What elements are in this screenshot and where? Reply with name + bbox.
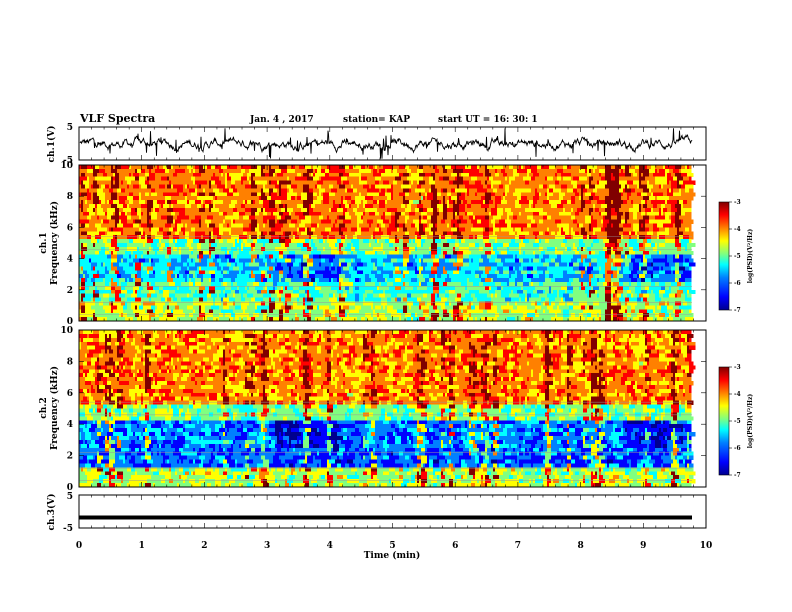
spec-ytick-label: 6 xyxy=(67,223,73,233)
spec-ytick-label: 10 xyxy=(60,161,73,171)
ch1-waveform-line xyxy=(79,128,693,159)
ch1-colorbar-label: log(PSD)(V²/Hz) xyxy=(747,229,754,284)
spec-ytick-label: 0 xyxy=(67,483,73,493)
ch1-colorbar: -3 -4 -5 -6 -7 log(PSD)(V²/Hz) xyxy=(718,199,754,314)
ch1-ytick-bottom: -5 xyxy=(63,156,73,166)
ch1-waveform-panel: 5 -5 ch.1(V) xyxy=(46,123,707,166)
ch2-spectrogram-heatmap xyxy=(79,330,696,488)
colorbar-tick-label: -5 xyxy=(734,418,741,425)
spec-ytick-label: 2 xyxy=(67,452,73,462)
colorbar-tick-label: -6 xyxy=(734,280,741,287)
spec-ytick-label: 0 xyxy=(67,317,73,327)
ch1-spectrogram-panel: 0 2 4 6 8 10 ch.1 Frequency (kHz) xyxy=(39,161,707,327)
x-tick-label: 9 xyxy=(640,541,646,551)
colorbar-tick-label: -7 xyxy=(734,472,741,479)
ch1-spec-ylabel-1: ch.1 xyxy=(39,232,49,253)
x-tick-label: 0 xyxy=(76,541,82,551)
x-tick-label: 3 xyxy=(264,541,270,551)
colorbar-tick-label: -4 xyxy=(734,226,741,233)
start-time-label: start UT = 16: 30: 1 xyxy=(438,115,538,125)
spec-ytick-label: 2 xyxy=(67,286,73,296)
x-tick-label: 10 xyxy=(700,541,713,551)
colorbar-tick-label: -3 xyxy=(734,364,741,371)
x-axis-label: Time (min) xyxy=(364,550,421,561)
station-label: station= KAP xyxy=(343,115,410,125)
ch3-ytick-top: 5 xyxy=(67,492,73,502)
date-label: Jan. 4 , 2017 xyxy=(249,115,314,125)
colorbar-tick-label: -6 xyxy=(734,445,741,452)
x-tick-label: 2 xyxy=(201,541,207,551)
x-tick-label: 8 xyxy=(577,541,583,551)
spec-ytick-label: 4 xyxy=(67,420,73,430)
ch3-ytick-bottom: -5 xyxy=(63,524,73,534)
spec-ytick-label: 8 xyxy=(67,357,73,367)
spec-ytick-label: 4 xyxy=(67,255,73,265)
ch1-ylabel: ch.1(V) xyxy=(46,126,57,163)
spec-ytick-label: 8 xyxy=(67,192,73,202)
ch2-spectrogram-panel: 0 2 4 6 8 10 ch.2 Frequency (kHz) xyxy=(39,326,707,493)
ch2-colorbar-label: log(PSD)(V²/Hz) xyxy=(747,394,754,449)
x-tick-label: 1 xyxy=(139,541,145,551)
x-tick-label: 5 xyxy=(389,541,395,551)
x-tick-label: 6 xyxy=(452,541,458,551)
ch2-spec-ylabel-2: Frequency (kHz) xyxy=(49,366,60,450)
colorbar-tick-label: -5 xyxy=(734,253,741,260)
colorbar-tick-label: -4 xyxy=(734,391,741,398)
x-tick-label: 7 xyxy=(515,541,521,551)
colorbar-tick-label: -7 xyxy=(734,307,741,314)
ch1-spec-ylabel-2: Frequency (kHz) xyxy=(49,201,60,285)
spec-ytick-label: 10 xyxy=(60,326,73,336)
x-tick-label: 4 xyxy=(327,541,333,551)
figure-title: VLF Spectra xyxy=(79,112,155,125)
ch2-colorbar: -3 -4 -5 -6 -7 log(PSD)(V²/Hz) xyxy=(718,364,754,479)
colorbar-tick-label: -3 xyxy=(734,199,741,206)
ch2-spec-ylabel-1: ch.2 xyxy=(39,397,49,418)
ch3-ylabel: ch.3(V) xyxy=(46,494,57,531)
ch1-ytick-top: 5 xyxy=(67,123,73,133)
spec-ytick-label: 6 xyxy=(67,389,73,399)
ch1-spectrogram-heatmap xyxy=(79,165,696,322)
ch3-waveform-panel: 5 -5 ch.3(V) xyxy=(46,492,707,534)
